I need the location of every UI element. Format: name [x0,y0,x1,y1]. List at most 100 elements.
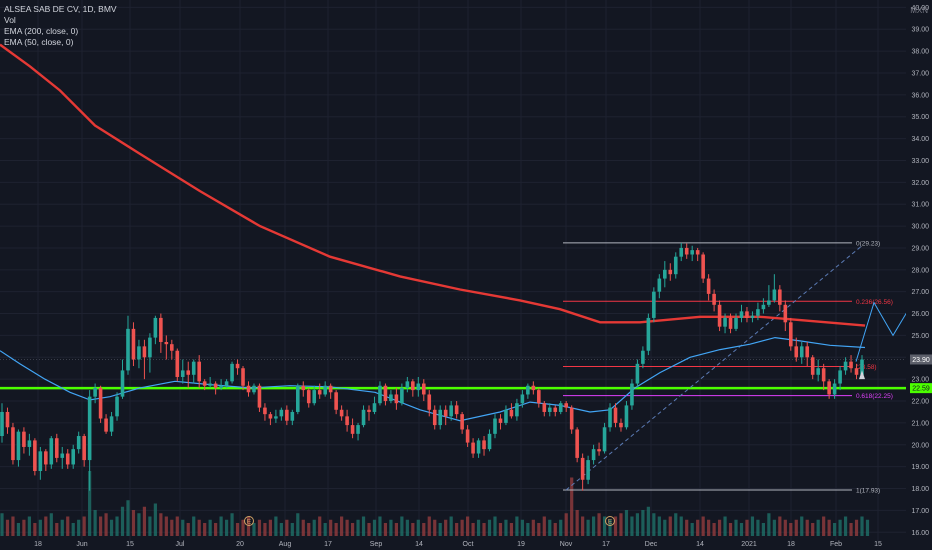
volume-bar [60,519,64,536]
volume-bar [750,516,755,536]
candle-body [142,346,147,358]
volume-bar [274,516,278,536]
candle-body [788,322,793,347]
candle-body [120,370,125,397]
candle-body [657,278,662,292]
volume-bar [504,519,508,536]
candle-body [49,438,54,465]
candle-body [295,385,300,412]
volume-bar [701,516,705,536]
candle-body [202,381,207,386]
volume-bar [772,519,776,536]
volume-bar [400,516,404,536]
y-axis-tick-label: 39.00 [911,27,929,34]
volume-bar [613,516,618,536]
volume-bar [822,516,826,536]
volume-bar [696,519,700,536]
candle-body [98,387,103,419]
volume-bar [246,516,251,536]
volume-bar [756,519,760,536]
y-axis-tick-label: 16.00 [911,530,929,537]
volume-bar [767,513,771,536]
candle-body [131,328,136,360]
candle-body [164,341,169,345]
candle-body [465,429,470,443]
volume-bar [843,516,848,536]
volume-bar [635,513,640,536]
volume-bar [553,523,557,536]
volume-bar [241,519,245,536]
candle-body [372,403,377,412]
volume-bar [794,519,798,536]
candle-body [197,361,201,382]
candle-body [695,250,700,255]
volume-bar [88,471,92,536]
volume-bar [575,510,579,536]
candle-body [208,383,212,386]
volume-bar [181,519,185,536]
volume-bar [520,519,524,536]
x-axis-tick-label: 17 [324,541,332,548]
candle-body [734,317,738,329]
support-price-badge-bg [910,383,932,394]
y-axis-tick-label: 28.00 [911,267,929,274]
candle-body [432,409,437,426]
candle-body [652,291,656,318]
volume-bar [466,516,470,536]
candle-body [706,278,711,294]
candle-body [591,449,596,461]
volume-bar [230,513,234,536]
volume-bar [805,519,809,536]
volume-bar [296,513,300,536]
volume-bar [548,519,552,536]
volume-bar [350,523,355,536]
y-axis-tick-label: 38.00 [911,49,929,56]
y-axis-tick-label: 17.00 [911,508,929,515]
x-axis-tick-label: Sep [370,541,383,548]
y-axis-tick-label: 20.00 [911,442,929,449]
volume-bar [334,523,338,536]
volume-bar [77,519,81,536]
volume-bar [38,519,42,536]
volume-bar [646,506,650,536]
y-axis-tick-label: 19.00 [911,464,929,471]
candle-body [186,370,191,375]
volume-bar [657,516,661,536]
candle-body [843,361,848,371]
volume-bar [471,523,475,536]
x-axis-tick-label: Feb [830,541,842,548]
volume-bar [641,510,645,536]
candle-body [11,427,15,461]
candle-body [76,436,81,450]
candle-body [54,438,59,458]
volume-bar [827,519,831,536]
candle-body [137,346,141,360]
x-axis-tick-label: 19 [517,541,525,548]
candle-body [668,269,673,275]
volume-bar [717,519,722,536]
volume-bar [148,516,152,536]
volume-bar [668,516,672,536]
candle-body [504,409,508,423]
candle-body [400,387,404,404]
volume-bar [175,516,179,536]
candle-body [663,269,667,279]
volume-bar [652,513,656,536]
candle-body [230,363,234,382]
candle-body [827,381,831,395]
x-axis-tick-label: Jun [76,541,87,548]
legend-volume: Vol [4,15,16,25]
candle-body [350,425,355,434]
candle-body [761,304,766,310]
volume-bar [235,523,240,536]
candle-body [493,418,497,434]
volume-bar [493,516,497,536]
volume-bar [170,519,174,536]
candle-body [252,385,256,393]
candle-body [805,346,810,358]
candle-body [630,383,634,406]
volume-bar [307,523,311,536]
volume-bar [383,523,388,536]
candle-body [646,317,651,351]
